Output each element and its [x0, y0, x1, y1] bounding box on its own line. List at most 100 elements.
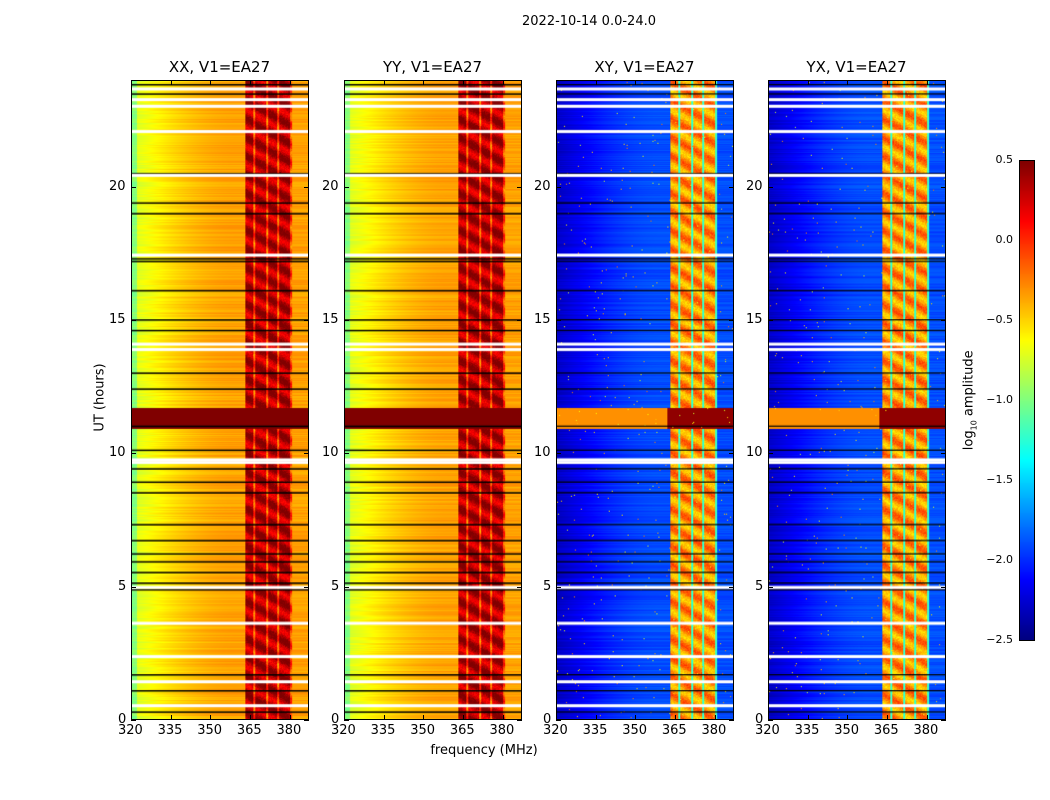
- y-tick-mark: [304, 453, 309, 455]
- x-tick-mark: [344, 80, 345, 85]
- y-tick-label: 5: [543, 578, 552, 594]
- y-tick-mark: [768, 586, 773, 588]
- y-tick-mark: [131, 320, 136, 321]
- x-tick-label: 350: [410, 723, 436, 738]
- y-tick-mark: [941, 720, 946, 721]
- x-tick-mark: [289, 715, 291, 720]
- y-tick-label: 20: [746, 178, 763, 194]
- y-tick-mark: [344, 720, 349, 721]
- y-tick-mark: [941, 320, 946, 321]
- x-tick-label: 350: [834, 723, 860, 738]
- x-tick-mark: [635, 715, 637, 720]
- y-tick-mark: [768, 453, 773, 455]
- y-tick-mark: [729, 320, 734, 321]
- colorbar-label-rest: amplitude: [961, 350, 977, 421]
- x-tick-mark: [674, 715, 676, 720]
- x-tick-mark: [886, 80, 888, 85]
- heatmap-panel: [344, 80, 522, 720]
- colorbar-label-main: log: [961, 430, 977, 451]
- x-tick-mark: [714, 80, 716, 85]
- colorbar-tick-label: −0.5: [986, 313, 1013, 326]
- heatmap-panel: [131, 80, 309, 720]
- x-tick-mark: [462, 715, 464, 720]
- x-tick-mark: [249, 715, 251, 720]
- y-tick-label: 0: [331, 712, 340, 727]
- x-tick-mark: [289, 80, 291, 85]
- x-tick-mark: [556, 80, 557, 85]
- x-tick-label: 320: [543, 723, 568, 738]
- y-tick-label: 10: [322, 445, 339, 461]
- y-tick-mark: [941, 586, 946, 588]
- x-tick-mark: [210, 715, 212, 720]
- x-tick-mark: [131, 715, 132, 720]
- x-tick-label: 365: [873, 723, 899, 738]
- colorbar-tick-label: 0.5: [995, 153, 1014, 166]
- x-tick-mark: [131, 80, 132, 85]
- y-tick-label: 5: [118, 578, 127, 594]
- x-tick-label: 365: [236, 723, 262, 738]
- x-tick-mark: [170, 715, 172, 720]
- x-tick-label: 380: [701, 723, 727, 738]
- x-axis-label: frequency (MHz): [430, 743, 538, 758]
- x-tick-mark: [423, 80, 425, 85]
- y-tick-label: 10: [534, 445, 551, 461]
- y-tick-label: 5: [331, 578, 340, 594]
- x-tick-label: 335: [582, 723, 608, 738]
- y-tick-mark: [344, 320, 349, 321]
- y-tick-mark: [517, 586, 522, 588]
- y-tick-mark: [729, 720, 734, 721]
- panel-title: YX, V1=EA27: [806, 58, 907, 76]
- y-tick-mark: [768, 320, 773, 321]
- y-tick-mark: [517, 720, 522, 721]
- colorbar-label-sub: 10: [969, 420, 979, 431]
- x-tick-label: 380: [489, 723, 515, 738]
- colorbar-tick-label: 0.0: [995, 233, 1014, 246]
- y-tick-mark: [556, 453, 561, 455]
- y-tick-mark: [941, 186, 946, 188]
- x-tick-mark: [714, 715, 716, 720]
- x-tick-label: 320: [118, 723, 143, 738]
- y-tick-label: 20: [322, 178, 339, 194]
- x-tick-mark: [886, 715, 888, 720]
- y-tick-mark: [304, 320, 309, 321]
- x-tick-label: 350: [197, 723, 223, 738]
- x-tick-mark: [502, 80, 504, 85]
- colorbar-gradient: [1020, 161, 1034, 640]
- y-tick-label: 0: [755, 712, 764, 727]
- heatmap-cells: [345, 81, 521, 719]
- x-tick-mark: [847, 715, 849, 720]
- colorbar-tick-label: −2.0: [986, 553, 1013, 566]
- x-tick-label: 320: [755, 723, 780, 738]
- colorbar-tick-label: −1.5: [986, 473, 1013, 486]
- x-tick-mark: [344, 715, 345, 720]
- y-tick-mark: [344, 453, 349, 455]
- heatmap-cells: [769, 81, 945, 719]
- x-tick-mark: [170, 80, 172, 85]
- y-tick-label: 15: [746, 312, 763, 327]
- x-tick-label: 335: [157, 723, 183, 738]
- x-tick-mark: [926, 715, 928, 720]
- y-tick-label: 20: [109, 178, 126, 194]
- colorbar-tick-label: −1.0: [986, 393, 1013, 406]
- x-tick-mark: [768, 80, 769, 85]
- y-tick-mark: [131, 453, 136, 455]
- y-tick-mark: [556, 320, 561, 321]
- figure-title: 2022-10-14 0.0-24.0: [522, 14, 656, 29]
- y-tick-mark: [729, 186, 734, 188]
- x-tick-mark: [556, 715, 557, 720]
- y-tick-mark: [517, 453, 522, 455]
- y-tick-mark: [344, 586, 349, 588]
- y-tick-mark: [729, 586, 734, 588]
- y-tick-label: 10: [746, 445, 763, 461]
- x-tick-mark: [383, 80, 385, 85]
- panel-title: XY, V1=EA27: [594, 58, 695, 76]
- y-tick-mark: [556, 720, 561, 721]
- x-tick-mark: [595, 715, 597, 720]
- y-tick-mark: [941, 453, 946, 455]
- y-tick-mark: [768, 720, 773, 721]
- y-tick-mark: [304, 586, 309, 588]
- x-tick-mark: [635, 80, 637, 85]
- x-tick-mark: [847, 80, 849, 85]
- x-tick-label: 365: [449, 723, 475, 738]
